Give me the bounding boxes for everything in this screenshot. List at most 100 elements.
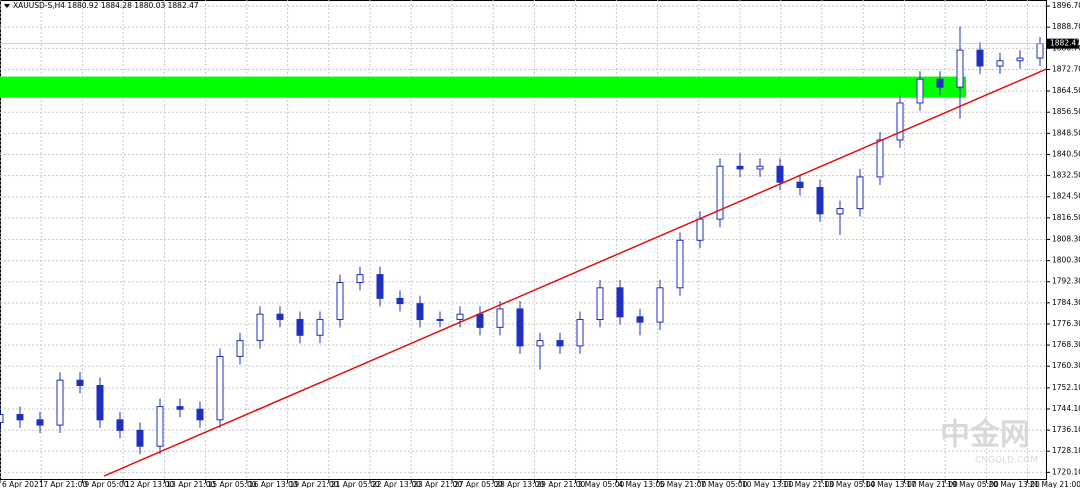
candle-body xyxy=(576,318,584,347)
x-tick-label: 23 Apr 21:00 xyxy=(413,480,462,488)
candle-body xyxy=(136,429,144,447)
candle-body xyxy=(636,316,644,323)
y-tick-label: 1736.10 xyxy=(1052,425,1080,434)
x-tick-label: 13 Apr 21:00 xyxy=(166,480,215,488)
y-tick-label: 1856.50 xyxy=(1052,107,1080,116)
candle-body xyxy=(696,218,704,241)
y-tick-label: 1792.30 xyxy=(1052,277,1080,286)
y-tick-label: 1816.50 xyxy=(1052,213,1080,222)
candle-body xyxy=(916,78,924,104)
candle-body xyxy=(876,139,884,178)
zone xyxy=(0,76,966,98)
watermark: 中金网 xyxy=(940,418,1030,453)
y-tick-label: 1800.30 xyxy=(1052,256,1080,265)
candle-body xyxy=(676,239,684,289)
candle-body xyxy=(36,419,44,426)
candle-body xyxy=(16,414,24,421)
candle-body xyxy=(956,49,964,88)
chart-title: XAUUSD-S,H4 1880.92 1884.28 1880.03 1882… xyxy=(13,1,199,10)
x-tick-label: 21 May 21:00 xyxy=(1030,480,1080,488)
price-box xyxy=(1047,38,1079,49)
candle-body xyxy=(316,318,324,336)
candle-body xyxy=(56,379,64,426)
x-tick-label: 7 May 05:00 xyxy=(701,480,748,488)
y-tick-label: 1840.50 xyxy=(1052,149,1080,158)
candle-body xyxy=(396,297,404,305)
candle-body xyxy=(616,287,624,318)
x-tick-label: 12 Apr 13:00 xyxy=(125,480,174,488)
candle-body xyxy=(796,181,804,188)
x-tick-label: 19 Apr 21:00 xyxy=(290,480,339,488)
candle-body xyxy=(416,303,424,320)
y-tick-label: 1720.10 xyxy=(1052,467,1080,476)
candle-body xyxy=(496,308,504,328)
candle-body xyxy=(336,282,344,320)
candle-body xyxy=(736,165,744,170)
candle-body xyxy=(996,60,1004,67)
candle-body xyxy=(296,318,304,336)
candle-body xyxy=(356,274,364,284)
x-tick-label: 16 Apr 13:00 xyxy=(249,480,298,488)
y-tick-label: 1848.50 xyxy=(1052,128,1080,137)
candle-body xyxy=(156,406,164,447)
y-tick-label: 1728.10 xyxy=(1052,446,1080,455)
trend-line xyxy=(103,68,1047,477)
watermark-sub: CNGOLD.COM xyxy=(975,456,1038,466)
x-tick-label: 19 May 05:00 xyxy=(947,480,999,488)
y-tick-label: 1760.30 xyxy=(1052,361,1080,370)
x-tick-label: 17 May 21:00 xyxy=(906,480,958,488)
candle-body xyxy=(816,186,824,215)
x-tick-label: 4 May 13:00 xyxy=(618,480,665,488)
candle-body xyxy=(96,384,104,421)
x-tick-label: 22 Apr 13:00 xyxy=(372,480,421,488)
x-tick-label: 11 May 21:00 xyxy=(783,480,835,488)
y-tick-label: 1776.30 xyxy=(1052,319,1080,328)
price-label: 1882.47 xyxy=(1050,39,1080,48)
candle-body xyxy=(456,313,464,320)
x-tick-label: 3 May 05:00 xyxy=(578,480,625,488)
candle-body xyxy=(116,419,124,431)
candle-body xyxy=(376,274,384,299)
candle-body xyxy=(776,165,784,183)
y-tick-label: 1824.50 xyxy=(1052,192,1080,201)
y-tick-label: 1752.10 xyxy=(1052,383,1080,392)
x-tick-label: 28 Apr 13:00 xyxy=(495,480,544,488)
x-tick-label: 21 Apr 05:00 xyxy=(331,480,380,488)
x-tick-label: 5 May 21:00 xyxy=(660,480,707,488)
x-tick-label: 29 Apr 21:00 xyxy=(536,480,585,488)
candle-body xyxy=(536,340,544,347)
x-tick-label: 20 May 13:00 xyxy=(988,480,1040,488)
candle-body xyxy=(1036,43,1044,59)
y-tick-label: 1832.50 xyxy=(1052,171,1080,180)
y-tick-label: 1808.30 xyxy=(1052,234,1080,243)
candle-body xyxy=(0,414,4,423)
y-tick-label: 1896.70 xyxy=(1052,1,1080,10)
y-tick-label: 1888.70 xyxy=(1052,22,1080,31)
x-tick-label: 14 May 13:00 xyxy=(865,480,917,488)
candle-body xyxy=(436,318,444,321)
candle-body xyxy=(516,308,524,347)
candle-body xyxy=(836,208,844,215)
candle-body xyxy=(256,313,264,342)
candle-body xyxy=(656,287,664,323)
y-tick-label: 1872.70 xyxy=(1052,64,1080,73)
candle-body xyxy=(936,78,944,88)
y-tick-label: 1784.30 xyxy=(1052,298,1080,307)
candle-body xyxy=(856,176,864,210)
candle-body xyxy=(276,313,284,320)
candle-body xyxy=(176,406,184,410)
y-tick-label: 1744.10 xyxy=(1052,404,1080,413)
candle-body xyxy=(556,340,564,347)
candle-body xyxy=(756,165,764,170)
candle-body xyxy=(236,340,244,357)
candle-body xyxy=(196,408,204,421)
x-tick-label: 15 Apr 05:00 xyxy=(208,480,257,488)
candle-body xyxy=(896,102,904,141)
candle-body xyxy=(716,165,724,220)
candle-body xyxy=(976,49,984,67)
candle-body xyxy=(476,313,484,328)
candle-body xyxy=(1016,57,1024,62)
y-tick-label: 1768.30 xyxy=(1052,340,1080,349)
y-tick-label: 1864.50 xyxy=(1052,86,1080,95)
